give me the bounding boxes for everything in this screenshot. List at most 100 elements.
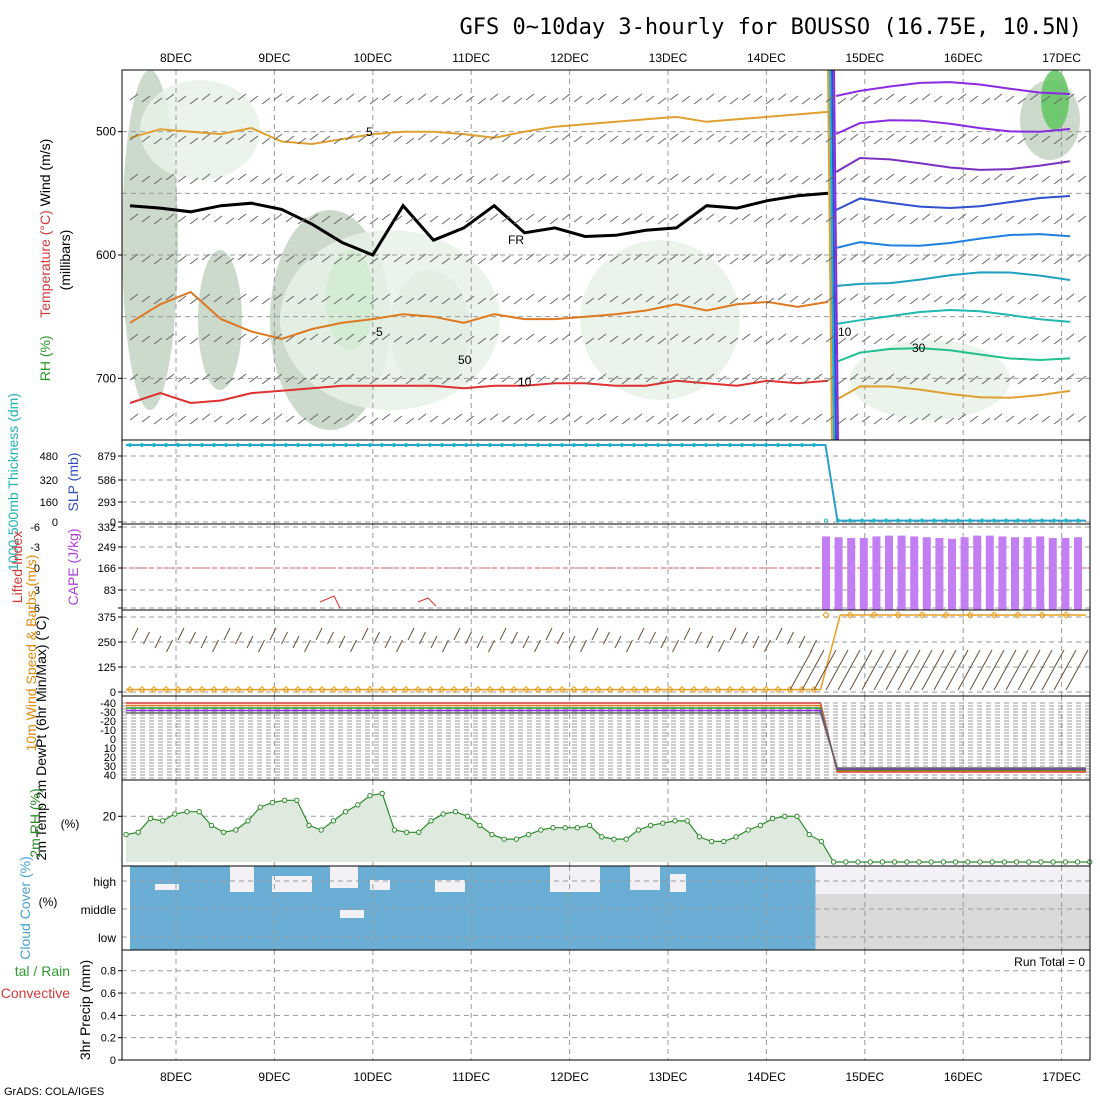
rh-2m-panel: 20(%) 2m RH (%) — [27, 780, 1092, 866]
contour-label: FR — [508, 233, 524, 247]
rh-marker — [392, 828, 396, 832]
top-date-label: 16DEC — [944, 51, 983, 65]
tick-label: -6 — [30, 522, 40, 534]
rh-marker — [539, 828, 543, 832]
rh-shade — [280, 230, 500, 410]
bottom-date-label: 11DEC — [452, 1070, 490, 1084]
rh-marker — [502, 837, 506, 841]
cape-bar — [973, 536, 981, 610]
surface-barb — [874, 650, 896, 690]
rh-marker — [441, 812, 445, 816]
rh-marker — [1063, 860, 1067, 864]
bottom-date-label: 14DEC — [747, 1070, 786, 1084]
cloud-gap — [340, 910, 364, 918]
surface-barb — [638, 628, 644, 640]
cape-bar — [847, 538, 855, 610]
contour-label: 50 — [458, 353, 472, 367]
rh-marker — [880, 860, 884, 864]
thickness-marker — [824, 519, 827, 522]
surface-barb — [270, 628, 276, 640]
tick-label: 20 — [103, 809, 117, 823]
rh-marker — [856, 860, 860, 864]
tick-label: 0.8 — [101, 966, 116, 978]
rh-marker — [624, 837, 628, 841]
rh-marker — [868, 860, 872, 864]
surface-barb — [776, 628, 782, 640]
tick-label: 166 — [98, 563, 116, 575]
bottom-date-axis: 8DEC 9DEC 10DEC 11DEC 12DEC 13DEC 14DEC 15DEC 16… — [160, 1070, 1081, 1084]
surface-barb — [790, 650, 812, 690]
wind-speed-line — [126, 615, 1086, 690]
slp-ylabel: SLP (mb) — [65, 453, 81, 512]
rh-marker — [478, 823, 482, 827]
surface-barb — [1054, 650, 1076, 690]
rh-marker — [892, 860, 896, 864]
tick-label: 83 — [104, 585, 116, 597]
cape-bar — [822, 536, 830, 610]
rh-marker — [551, 826, 555, 830]
surface-barb — [684, 628, 690, 640]
surface-barb — [934, 650, 956, 690]
cape-bar — [1074, 537, 1082, 610]
top-date-label: 9DEC — [258, 51, 290, 65]
tick-label: 125 — [98, 662, 116, 674]
bottom-date-label: 9DEC — [258, 1070, 290, 1084]
rh-marker — [282, 798, 286, 802]
surface-barb — [958, 650, 980, 690]
top-date-label: 14DEC — [747, 51, 786, 65]
rh-marker — [356, 803, 360, 807]
rh-marker — [1002, 860, 1006, 864]
rh-marker — [722, 839, 726, 843]
top-date-label: 15DEC — [845, 51, 884, 65]
cape-bar — [1049, 538, 1057, 610]
cloud-gap — [330, 866, 358, 888]
rh-marker — [197, 810, 201, 814]
rh-marker — [368, 794, 372, 798]
rh-marker — [587, 823, 591, 827]
surface-barb — [730, 628, 736, 640]
rh-marker — [661, 821, 665, 825]
cloud-gap — [435, 880, 465, 892]
surface-barb — [910, 650, 932, 690]
surface-barb — [546, 628, 552, 640]
cape-bar — [872, 536, 880, 610]
rh-marker — [1027, 860, 1031, 864]
rh-marker — [234, 828, 238, 832]
tick-label: 480 — [40, 451, 58, 463]
rh-shade — [198, 250, 242, 390]
tick-label: 0.6 — [101, 988, 116, 1000]
rh-marker — [770, 816, 774, 820]
tick-label: 0.2 — [101, 1033, 116, 1045]
contour-label: 10 — [518, 375, 532, 389]
tick-label: 40 — [104, 770, 116, 782]
cape-bar — [1061, 538, 1069, 610]
tick-label: 700 — [96, 371, 116, 385]
rh-marker — [758, 823, 762, 827]
rh-marker — [417, 830, 421, 834]
surface-barb — [144, 632, 150, 644]
surface-barb — [454, 628, 460, 640]
cape-bar — [898, 536, 906, 610]
rh-marker — [844, 860, 848, 864]
top-date-label: 8DEC — [160, 51, 192, 65]
rh-marker — [209, 823, 213, 827]
cape-bar — [961, 537, 969, 610]
precip-legend-total: tal / Rain — [15, 963, 70, 979]
cape-bar — [860, 538, 868, 610]
rh-marker — [246, 819, 250, 823]
rh-marker — [185, 810, 189, 814]
bottom-date-label: 12DEC — [550, 1070, 589, 1084]
contour-label: 10 — [838, 325, 852, 339]
surface-barb — [443, 640, 449, 652]
surface-barb — [512, 632, 518, 644]
rh-marker — [819, 839, 823, 843]
tick-label: 250 — [98, 637, 116, 649]
tick-label: -3 — [30, 542, 40, 554]
tick-label: 375 — [98, 612, 116, 624]
rh-marker — [746, 828, 750, 832]
contour-label: 5 — [366, 125, 373, 139]
rh-marker — [953, 860, 957, 864]
rh-marker — [343, 810, 347, 814]
bottom-date-label: 17DEC — [1042, 1070, 1081, 1084]
surface-barb — [1018, 650, 1040, 690]
